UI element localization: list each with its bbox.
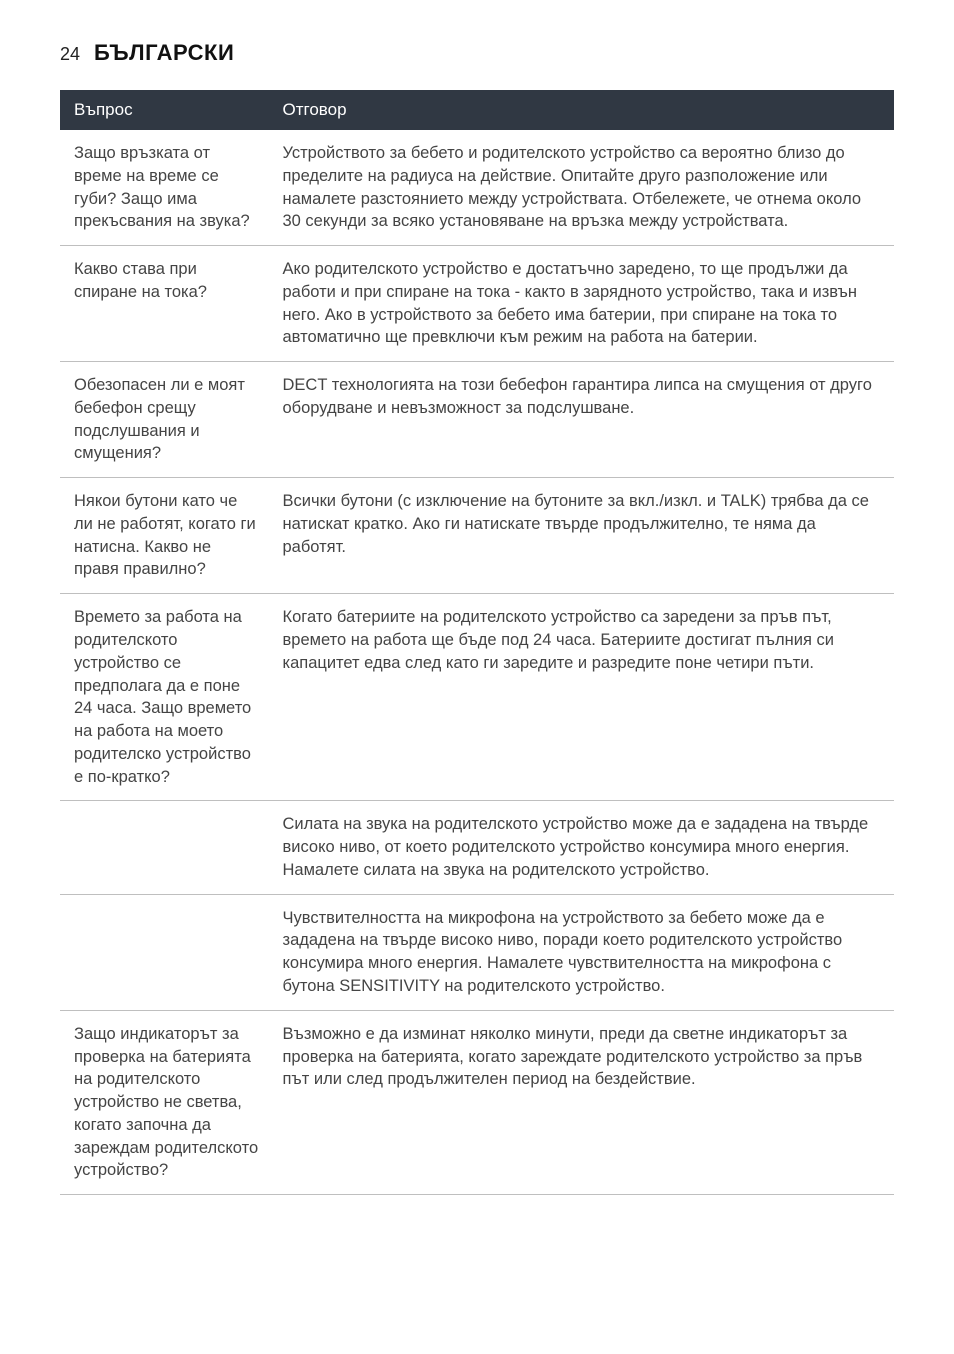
cell-question: Защо индикаторът за проверка на батерият…: [60, 1010, 269, 1194]
cell-question: Защо връзката от време на време се губи?…: [60, 130, 269, 246]
table-row: Времето за работа на родителското устрой…: [60, 594, 894, 801]
page-title: БЪЛГАРСКИ: [94, 40, 234, 66]
cell-question: Обезопасен ли е моят бебефон срещу подсл…: [60, 362, 269, 478]
table-row: Чувствителността на микрофона на устройс…: [60, 894, 894, 1010]
cell-answer: Устройството за бебето и родителското ус…: [269, 130, 895, 246]
cell-question: [60, 894, 269, 1010]
cell-question: Какво става при спиране на тока?: [60, 246, 269, 362]
cell-answer: Ако родителското устройство е достатъчно…: [269, 246, 895, 362]
table-row: Защо индикаторът за проверка на батерият…: [60, 1010, 894, 1194]
cell-answer: DECT технологията на този бебефон гарант…: [269, 362, 895, 478]
col-header-question: Въпрос: [60, 90, 269, 130]
cell-answer: Всички бутони (с изключение на бутоните …: [269, 478, 895, 594]
col-header-answer: Отговор: [269, 90, 895, 130]
cell-answer: Възможно е да изминат няколко минути, пр…: [269, 1010, 895, 1194]
cell-question: [60, 801, 269, 894]
qa-table: Въпрос Отговор Защо връзката от време на…: [60, 90, 894, 1195]
cell-question: Някои бутони като че ли не работят, кога…: [60, 478, 269, 594]
page-number: 24: [60, 44, 80, 65]
table-row: Защо връзката от време на време се губи?…: [60, 130, 894, 246]
table-row: Силата на звука на родителското устройст…: [60, 801, 894, 894]
cell-question: Времето за работа на родителското устрой…: [60, 594, 269, 801]
cell-answer: Силата на звука на родителското устройст…: [269, 801, 895, 894]
table-row: Някои бутони като че ли не работят, кога…: [60, 478, 894, 594]
cell-answer: Когато батериите на родителското устройс…: [269, 594, 895, 801]
table-row: Обезопасен ли е моят бебефон срещу подсл…: [60, 362, 894, 478]
page-heading: 24 БЪЛГАРСКИ: [60, 40, 894, 66]
cell-answer: Чувствителността на микрофона на устройс…: [269, 894, 895, 1010]
table-header-row: Въпрос Отговор: [60, 90, 894, 130]
table-row: Какво става при спиране на тока? Ако род…: [60, 246, 894, 362]
